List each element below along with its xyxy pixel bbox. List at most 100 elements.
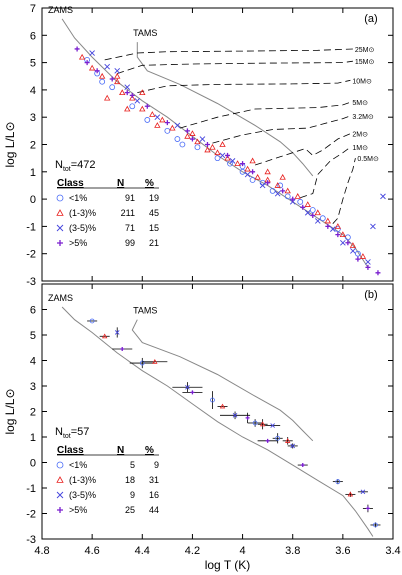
data-point xyxy=(234,160,241,167)
data-point xyxy=(129,103,136,110)
evolutionary-track xyxy=(117,60,353,74)
data-point xyxy=(199,136,206,142)
data-point xyxy=(144,117,151,123)
data-point xyxy=(310,212,316,218)
y-tick-label: -2 xyxy=(26,509,36,521)
data-point xyxy=(325,223,331,229)
data-point xyxy=(275,435,281,441)
data-point xyxy=(355,256,361,262)
data-point xyxy=(290,196,296,202)
zams-curve xyxy=(61,18,369,268)
x-tick-label: 3.4 xyxy=(385,545,400,557)
track-label: 1M⊙ xyxy=(352,145,368,152)
data-point xyxy=(335,479,341,485)
data-point xyxy=(265,438,270,443)
legend-class: <1% xyxy=(69,460,87,470)
legend-class: (1-3)% xyxy=(69,475,96,485)
legend-pct: 44 xyxy=(149,505,159,515)
legend-n: 91 xyxy=(125,193,135,203)
evolutionary-track xyxy=(212,115,351,144)
data-point xyxy=(129,92,135,98)
data-point xyxy=(350,248,356,254)
evolutionary-track xyxy=(254,133,351,166)
track-label: 10M⊙ xyxy=(352,78,372,85)
data-point xyxy=(314,209,321,216)
plot-frame xyxy=(41,7,394,282)
y-tick-label: 7 xyxy=(30,3,36,15)
evolutionary-track xyxy=(104,48,353,61)
data-point xyxy=(240,161,246,167)
legend-class: (1-3)% xyxy=(69,208,96,218)
data-point xyxy=(330,226,336,232)
data-point xyxy=(289,199,296,205)
data-point xyxy=(294,193,301,199)
data-point xyxy=(129,94,136,101)
data-point xyxy=(375,270,381,276)
data-point xyxy=(347,491,354,497)
y-tick-label: 5 xyxy=(30,58,36,70)
track-label: 5M⊙ xyxy=(352,100,368,107)
legend-pct: 21 xyxy=(149,238,159,248)
x-tick-label: 3.8 xyxy=(285,545,300,557)
x-axis-label: log T (K) xyxy=(205,558,251,572)
data-point xyxy=(249,157,256,164)
data-point xyxy=(204,146,211,153)
data-point xyxy=(159,116,166,123)
data-point xyxy=(274,182,281,188)
data-point xyxy=(210,397,215,403)
data-point xyxy=(189,136,195,142)
data-point xyxy=(189,130,196,136)
track-label: 15M⊙ xyxy=(355,59,375,66)
legend-n: 9 xyxy=(130,490,135,500)
legend-header: % xyxy=(145,445,154,456)
legend-marker xyxy=(56,491,64,499)
data-point xyxy=(354,250,361,257)
data-point xyxy=(154,122,161,128)
legend-pct: 16 xyxy=(149,490,159,500)
data-point xyxy=(194,144,201,151)
legend-header: Class xyxy=(57,445,84,456)
data-point xyxy=(114,78,121,85)
panel-label: (a) xyxy=(364,13,377,25)
data-point xyxy=(184,128,190,134)
legend-marker xyxy=(57,507,63,513)
data-point xyxy=(164,127,171,134)
data-point xyxy=(204,142,210,147)
data-point xyxy=(309,207,316,213)
data-point xyxy=(285,438,291,443)
legend-header: N xyxy=(117,445,124,456)
data-point xyxy=(169,124,176,131)
data-point xyxy=(209,143,216,150)
data-point xyxy=(334,223,342,229)
data-point xyxy=(244,171,251,178)
legend-class: (3-5)% xyxy=(69,223,96,233)
data-point xyxy=(340,239,346,246)
legend-n: 18 xyxy=(125,475,135,485)
data-point xyxy=(219,403,226,409)
legend-n: 5 xyxy=(130,460,135,470)
panel-b: -3 -2 -1 0 1 2 3 4 5 6 4.8 4.6 4.4 4.2 4 3.8 3.6 3.4 log L… xyxy=(3,283,401,572)
data-point xyxy=(319,215,326,222)
data-point xyxy=(164,120,170,126)
data-point xyxy=(114,330,120,335)
y-tick-label: -3 xyxy=(26,534,36,546)
data-point xyxy=(104,63,111,70)
data-point xyxy=(365,264,371,270)
data-point xyxy=(270,423,275,428)
data-point xyxy=(279,173,286,180)
track-label: 0.5M⊙ xyxy=(357,156,379,163)
legend-pct: 45 xyxy=(149,208,159,218)
data-point xyxy=(244,165,251,172)
data-point xyxy=(194,138,201,145)
data-point xyxy=(345,240,351,246)
data-point xyxy=(334,226,341,233)
data-point xyxy=(104,94,111,101)
data-point xyxy=(124,90,130,96)
data-point xyxy=(252,420,258,426)
data-point xyxy=(149,111,156,117)
data-point xyxy=(259,182,266,189)
data-point xyxy=(349,242,357,248)
data-point xyxy=(190,390,195,395)
